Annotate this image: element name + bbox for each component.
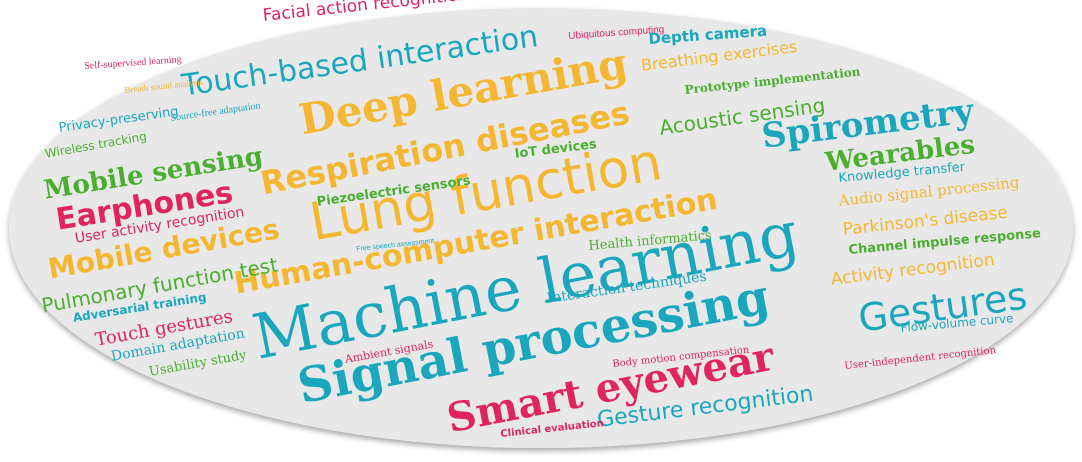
ellipse-background (9, 8, 1073, 448)
word-cloud: Facial action recognition Ubiquitous com… (9, 0, 1073, 448)
